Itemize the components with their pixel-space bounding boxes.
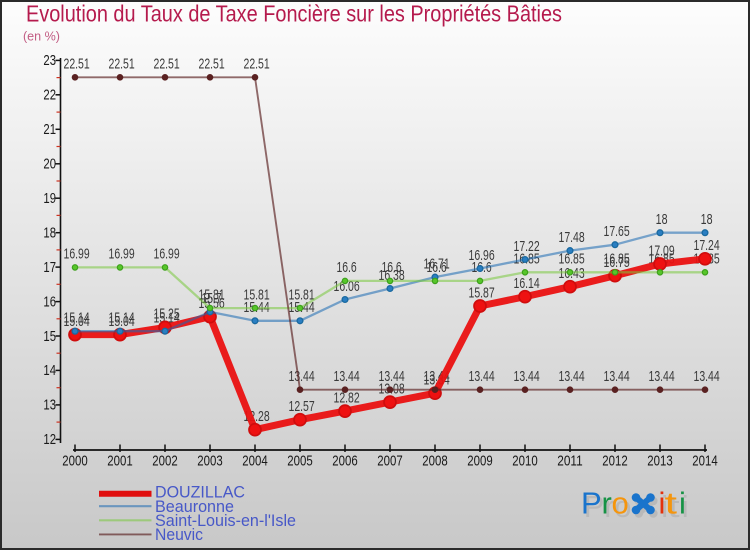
svg-text:15.14: 15.14 xyxy=(109,310,135,327)
svg-text:17.48: 17.48 xyxy=(559,229,585,246)
svg-text:21: 21 xyxy=(43,122,56,138)
svg-text:13.44: 13.44 xyxy=(694,368,720,385)
svg-text:13.44: 13.44 xyxy=(604,368,630,385)
svg-text:Evolution du Taux de Taxe Fonc: Evolution du Taux de Taxe Foncière sur l… xyxy=(26,1,562,27)
svg-text:15.81: 15.81 xyxy=(289,286,315,303)
svg-text:16.71: 16.71 xyxy=(424,255,450,272)
svg-text:16.99: 16.99 xyxy=(109,246,135,263)
svg-text:13.44: 13.44 xyxy=(649,368,675,385)
svg-text:16.75: 16.75 xyxy=(604,254,630,271)
svg-text:17.24: 17.24 xyxy=(694,237,720,254)
svg-text:i: i xyxy=(659,486,666,521)
svg-text:2004: 2004 xyxy=(242,452,267,469)
svg-text:2003: 2003 xyxy=(197,452,222,469)
svg-text:2009: 2009 xyxy=(467,452,492,469)
svg-text:15.14: 15.14 xyxy=(64,310,90,327)
svg-text:12: 12 xyxy=(43,432,56,448)
svg-text:DOUZILLAC: DOUZILLAC xyxy=(155,483,245,502)
svg-text:2008: 2008 xyxy=(422,452,447,469)
svg-text:22: 22 xyxy=(43,88,56,104)
svg-text:16.6: 16.6 xyxy=(336,259,356,276)
svg-text:17.65: 17.65 xyxy=(604,223,630,240)
svg-text:2012: 2012 xyxy=(602,452,627,469)
svg-text:16: 16 xyxy=(43,294,56,310)
svg-text:12.57: 12.57 xyxy=(289,398,315,415)
svg-text:16.6: 16.6 xyxy=(381,259,401,276)
svg-text:P: P xyxy=(584,489,605,524)
svg-text:16.38: 16.38 xyxy=(379,267,405,284)
svg-text:13.44: 13.44 xyxy=(334,368,360,385)
svg-text:2011: 2011 xyxy=(557,452,582,469)
svg-text:13.44: 13.44 xyxy=(289,368,315,385)
svg-text:19: 19 xyxy=(43,191,56,207)
svg-text:15: 15 xyxy=(43,329,56,345)
svg-text:i: i xyxy=(679,486,686,521)
svg-text:23: 23 xyxy=(43,53,56,69)
svg-text:2001: 2001 xyxy=(107,452,132,469)
svg-text:r: r xyxy=(604,489,614,524)
svg-text:i: i xyxy=(682,489,689,524)
svg-text:15.81: 15.81 xyxy=(244,286,270,303)
svg-text:2007: 2007 xyxy=(377,452,402,469)
svg-text:o: o xyxy=(614,489,631,524)
svg-text:16.6: 16.6 xyxy=(426,259,446,276)
svg-text:2014: 2014 xyxy=(692,452,717,469)
svg-text:16.99: 16.99 xyxy=(64,246,90,263)
svg-text:i: i xyxy=(661,489,668,524)
svg-text:16.85: 16.85 xyxy=(559,251,585,268)
svg-text:16.14: 16.14 xyxy=(514,275,540,292)
svg-text:16.85: 16.85 xyxy=(604,251,630,268)
svg-text:Saint-Louis-en-l'Isle: Saint-Louis-en-l'Isle xyxy=(155,511,296,530)
svg-text:Neuvic: Neuvic xyxy=(155,525,203,544)
svg-text:17: 17 xyxy=(43,260,56,276)
svg-text:22.51: 22.51 xyxy=(244,56,270,73)
svg-text:15.25: 15.25 xyxy=(154,306,180,323)
svg-text:15.7: 15.7 xyxy=(201,290,221,307)
svg-text:14: 14 xyxy=(43,363,56,379)
svg-text:18: 18 xyxy=(656,211,668,228)
svg-text:16.99: 16.99 xyxy=(154,246,180,263)
svg-text:15.81: 15.81 xyxy=(199,286,225,303)
svg-text:o: o xyxy=(612,486,629,521)
svg-text:22.51: 22.51 xyxy=(154,56,180,73)
svg-text:13.44: 13.44 xyxy=(559,368,585,385)
svg-text:2010: 2010 xyxy=(512,452,537,469)
svg-text:17.09: 17.09 xyxy=(649,242,675,259)
svg-text:18: 18 xyxy=(701,211,713,228)
svg-text:22.51: 22.51 xyxy=(64,56,90,73)
svg-text:13.44: 13.44 xyxy=(514,368,540,385)
svg-text:(en %): (en %) xyxy=(23,29,60,44)
svg-text:15.87: 15.87 xyxy=(469,284,495,301)
svg-text:13.44: 13.44 xyxy=(379,368,405,385)
svg-text:2013: 2013 xyxy=(647,452,672,469)
svg-text:18: 18 xyxy=(43,226,56,242)
svg-text:13.44: 13.44 xyxy=(469,368,495,385)
svg-text:15.04: 15.04 xyxy=(109,313,135,330)
svg-text:2006: 2006 xyxy=(332,452,357,469)
svg-text:2002: 2002 xyxy=(152,452,177,469)
svg-text:r: r xyxy=(602,486,612,521)
svg-text:20: 20 xyxy=(43,157,56,173)
svg-text:2005: 2005 xyxy=(287,452,312,469)
svg-text:15.04: 15.04 xyxy=(64,313,90,330)
svg-text:22.51: 22.51 xyxy=(199,56,225,73)
svg-text:t: t xyxy=(665,486,678,521)
svg-text:22.51: 22.51 xyxy=(109,56,135,73)
svg-text:2000: 2000 xyxy=(62,452,87,469)
svg-text:12.82: 12.82 xyxy=(334,389,360,406)
svg-text:P: P xyxy=(581,486,602,521)
svg-text:t: t xyxy=(667,489,680,524)
svg-text:13: 13 xyxy=(43,398,56,414)
svg-text:Beauronne: Beauronne xyxy=(155,497,234,516)
svg-text:17.22: 17.22 xyxy=(514,238,540,255)
svg-text:16.96: 16.96 xyxy=(469,247,495,264)
